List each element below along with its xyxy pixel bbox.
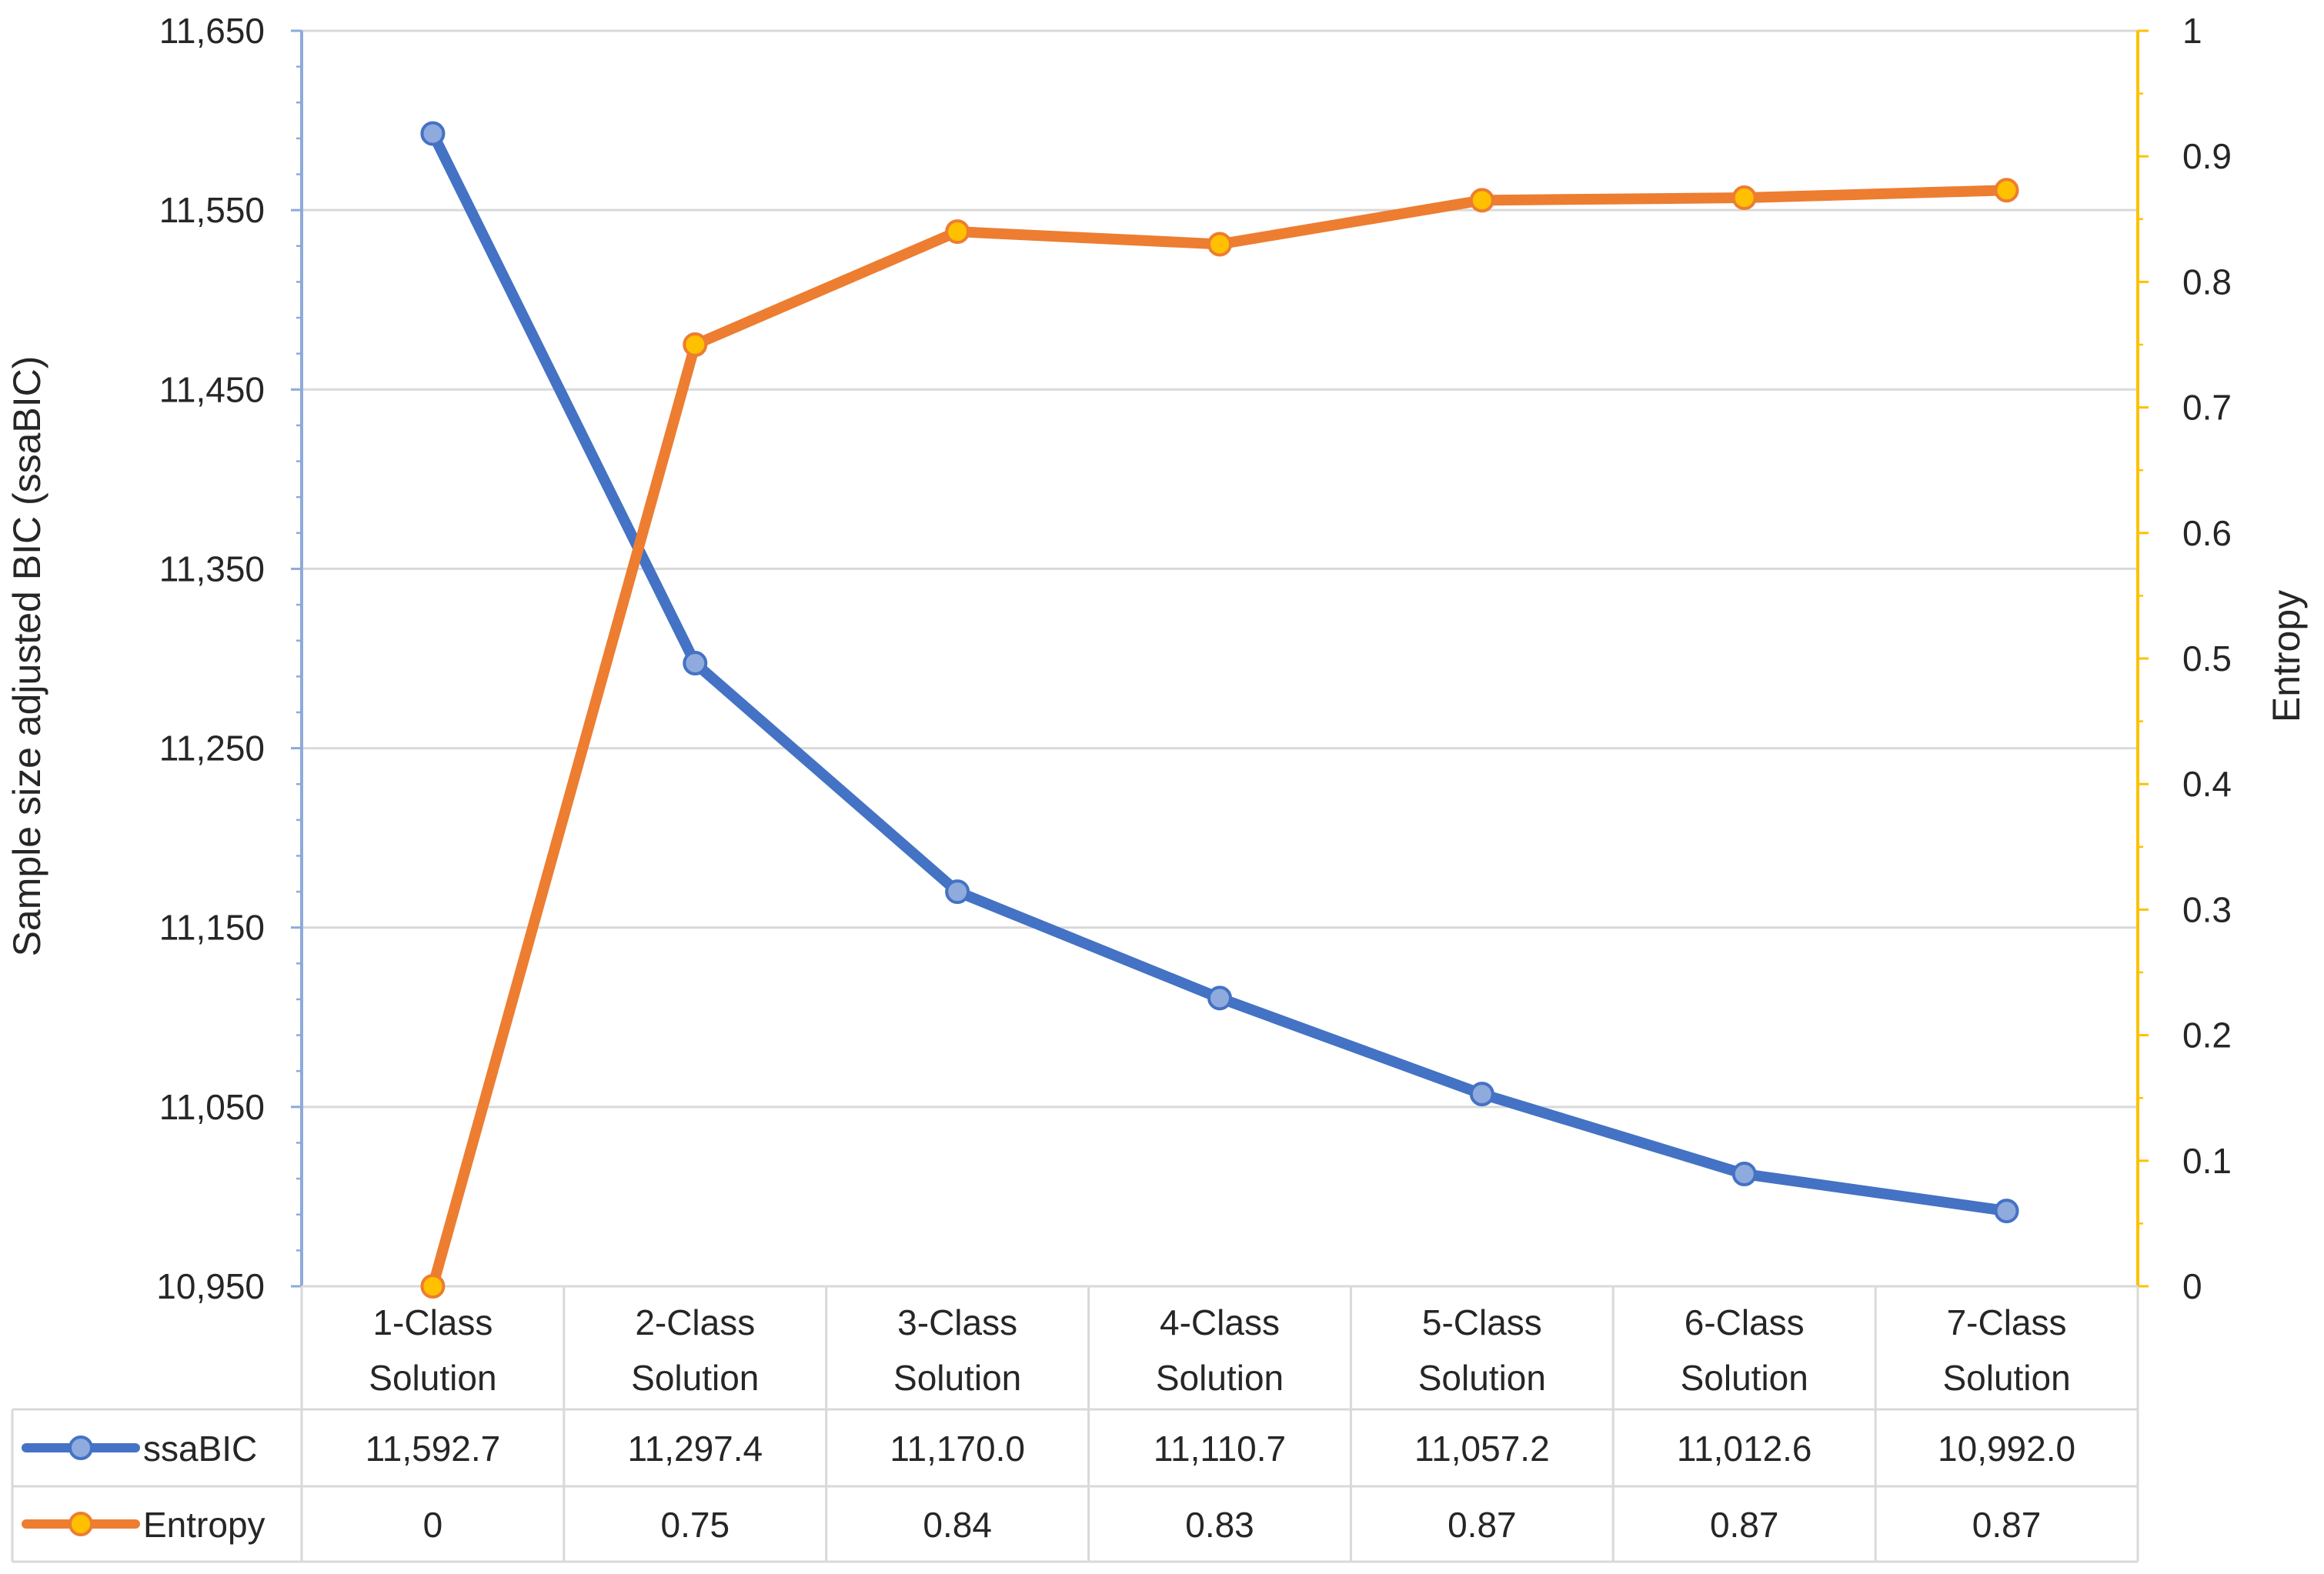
- left-tick-label: 10,950: [156, 1266, 265, 1306]
- right-tick-label: 1: [2182, 11, 2202, 51]
- x-category-label: Solution: [893, 1358, 1021, 1398]
- left-axis-title: Sample size adjusted BIC (ssaBIC): [5, 356, 48, 957]
- legend-marker-ssabic: [68, 1436, 93, 1460]
- table-cell-entropy: 0.87: [1972, 1505, 2042, 1545]
- x-category-label: Solution: [1418, 1358, 1546, 1398]
- left-tick-label: 11,050: [159, 1087, 265, 1127]
- data-point-ssabic: [420, 121, 446, 146]
- data-point-ssabic: [1469, 1082, 1494, 1107]
- data-point-ssabic: [945, 879, 970, 905]
- right-tick-label: 0.6: [2182, 513, 2232, 553]
- series-layer: [420, 121, 2019, 1299]
- left-y-axis: 11,650 11,550 11,450 11,350 11,250 11,150 11,0…: [156, 11, 303, 1306]
- legend-label-ssabic: ssaBIC: [143, 1429, 257, 1469]
- x-category-label: Solution: [369, 1358, 496, 1398]
- x-category-label: 1-Class: [372, 1302, 493, 1342]
- left-tick-label: 11,650: [159, 11, 265, 51]
- left-tick-label: 11,550: [159, 190, 265, 230]
- table-cell-ssabic: 11,057.2: [1414, 1429, 1550, 1469]
- table-cell-ssabic: 10,992.0: [1938, 1429, 2075, 1469]
- x-category-label: 5-Class: [1422, 1302, 1542, 1342]
- table-cell-ssabic: 11,297.4: [627, 1429, 763, 1469]
- data-point-entropy: [1469, 188, 1494, 213]
- right-axis-title: Entropy: [2265, 590, 2308, 722]
- right-tick-label: 0.5: [2182, 639, 2232, 679]
- legend-marker-entropy: [68, 1512, 93, 1536]
- x-category-label: 7-Class: [1947, 1302, 2067, 1342]
- data-point-ssabic: [1994, 1199, 2019, 1224]
- data-point-entropy: [420, 1274, 446, 1299]
- left-tick-label: 11,350: [159, 549, 265, 589]
- right-tick-label: 0.9: [2182, 136, 2232, 176]
- right-tick-label: 0.1: [2182, 1141, 2232, 1181]
- right-tick-label: 0.8: [2182, 262, 2232, 302]
- right-tick-label: 0.4: [2182, 764, 2232, 804]
- data-point-entropy: [1994, 178, 2019, 203]
- table-cell-entropy: 0.83: [1185, 1505, 1254, 1545]
- table-cell-entropy: 0.87: [1710, 1505, 1779, 1545]
- data-point-ssabic: [683, 651, 708, 676]
- data-point-entropy: [945, 219, 970, 245]
- table-cell-ssabic: 11,110.7: [1154, 1429, 1286, 1469]
- data-point-ssabic: [1731, 1162, 1757, 1187]
- right-tick-label: 0.2: [2182, 1015, 2232, 1055]
- table-cell-ssabic: 11,592.7: [366, 1429, 501, 1469]
- x-category-label: 6-Class: [1685, 1302, 1805, 1342]
- gridlines: [302, 29, 2138, 1109]
- data-table: ssaBIC 11,592.7 11,297.4 11,170.0 11,110.7 11…: [11, 1286, 2139, 1563]
- x-category-label: 3-Class: [897, 1302, 1017, 1342]
- right-tick-label: 0.3: [2182, 889, 2232, 929]
- table-cell-entropy: 0.84: [923, 1505, 992, 1545]
- left-tick-label: 11,250: [159, 729, 265, 769]
- x-axis: 1-Class Solution 2-Class Solution 3-Class Sol…: [302, 1285, 2138, 1398]
- left-tick-label: 11,150: [159, 908, 265, 948]
- x-category-label: 2-Class: [635, 1302, 755, 1342]
- x-category-label: Solution: [1156, 1358, 1284, 1398]
- data-point-ssabic: [1207, 985, 1232, 1011]
- table-cell-ssabic: 11,170.0: [890, 1429, 1025, 1469]
- right-y-axis: 1 0.9 0.8 0.7 0.6 0.5 0.4 0.3 0.2 0.1 0: [2136, 11, 2232, 1306]
- table-cell-entropy: 0: [423, 1505, 443, 1545]
- legend-label-entropy: Entropy: [143, 1505, 265, 1545]
- series-line-ssabic: [427, 128, 2012, 1217]
- data-point-entropy: [1731, 185, 1757, 211]
- x-category-label: 4-Class: [1160, 1302, 1280, 1342]
- right-tick-label: 0: [2182, 1266, 2202, 1306]
- table-cell-entropy: 0.87: [1447, 1505, 1517, 1545]
- data-point-entropy: [683, 332, 708, 357]
- right-tick-label: 0.7: [2182, 388, 2232, 428]
- series-line-entropy: [427, 185, 2012, 1292]
- x-category-label: Solution: [631, 1358, 759, 1398]
- table-cell-entropy: 0.75: [661, 1505, 730, 1545]
- x-category-label: Solution: [1942, 1358, 2070, 1398]
- table-cell-ssabic: 11,012.6: [1677, 1429, 1812, 1469]
- x-category-label: Solution: [1681, 1358, 1808, 1398]
- data-point-entropy: [1207, 232, 1232, 257]
- left-tick-label: 11,450: [159, 369, 265, 409]
